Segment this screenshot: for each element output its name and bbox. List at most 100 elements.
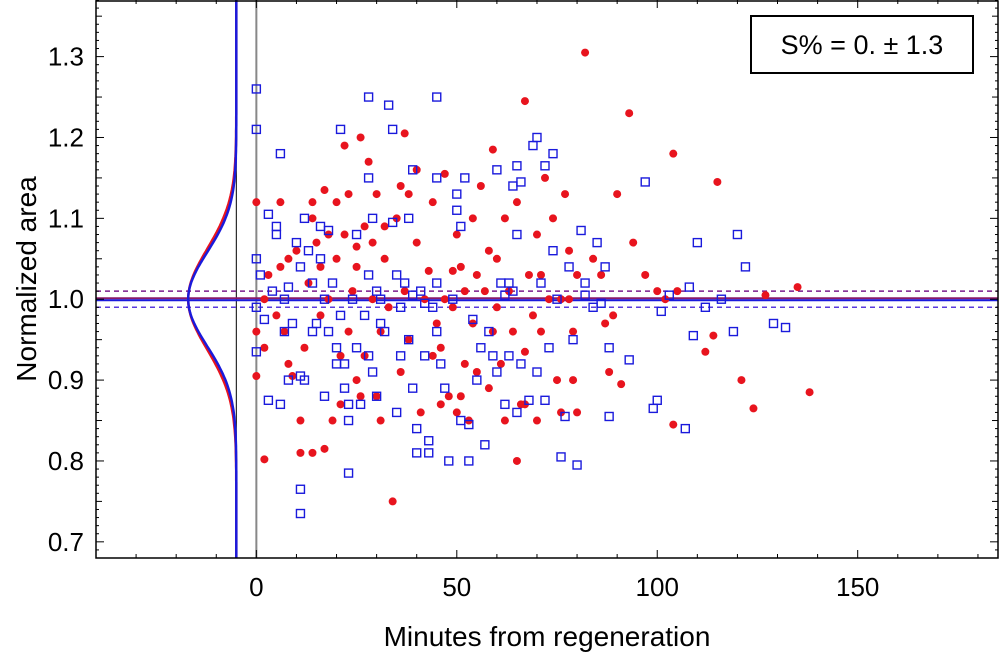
red-circles-point xyxy=(532,416,541,425)
red-circles-point xyxy=(613,190,622,199)
blue-squares-point xyxy=(548,245,558,256)
blue-squares-point xyxy=(512,161,522,171)
stat-box: S% = 0. ± 1.3 xyxy=(750,15,974,74)
blue-squares-point xyxy=(508,181,518,191)
blue-squares-point xyxy=(283,282,294,292)
blue-squares-point xyxy=(700,302,711,313)
red-circles-point xyxy=(336,400,345,409)
red-circles-point xyxy=(605,368,614,376)
red-circles-point xyxy=(312,238,321,247)
red-circles-point xyxy=(432,319,441,328)
blue-squares-point xyxy=(732,229,743,240)
red-circles-point xyxy=(276,198,285,207)
blue-squares-point xyxy=(307,326,318,337)
blue-squares-point xyxy=(339,383,350,393)
blue-squares-point xyxy=(367,367,378,377)
red-circles-point xyxy=(476,182,485,190)
blue-squares-point xyxy=(339,359,350,369)
blue-squares-point xyxy=(375,318,386,329)
red-circles-point xyxy=(492,303,501,312)
red-circles-point xyxy=(653,287,662,296)
red-circles-point xyxy=(436,400,445,409)
blue-squares-point xyxy=(540,395,550,406)
red-circles-point xyxy=(484,246,493,255)
blue-squares-point xyxy=(323,225,334,236)
red-circles-point xyxy=(252,198,261,207)
red-circles-point xyxy=(468,214,477,223)
red-circles-point xyxy=(356,392,365,401)
blue-squares-point xyxy=(480,440,490,450)
red-circles-point xyxy=(440,295,449,304)
blue-squares-point xyxy=(456,221,466,232)
blue-squares-point xyxy=(568,334,578,345)
blue-squares-point xyxy=(424,436,434,446)
blue-squares-point xyxy=(351,229,362,240)
red-circles-point xyxy=(388,497,397,506)
red-circles-point xyxy=(536,270,545,279)
red-circles-point xyxy=(617,380,626,389)
blue-squares-point xyxy=(347,294,358,304)
blue-squares-point xyxy=(572,460,582,470)
red-circles-point xyxy=(444,392,453,401)
red-fit-curve xyxy=(186,0,238,558)
blue-squares-point xyxy=(692,237,703,248)
blue-squares-point xyxy=(516,177,526,187)
red-circles-point xyxy=(380,254,389,263)
blue-squares-point xyxy=(508,286,518,296)
blue-squares-point xyxy=(359,310,370,321)
red-circles-point xyxy=(448,303,457,312)
y-tick-label: 1.0 xyxy=(48,284,84,314)
red-circles-point xyxy=(540,173,549,182)
red-circles-point xyxy=(376,416,385,425)
blue-squares-point xyxy=(460,173,470,183)
blue-squares-point xyxy=(532,132,542,143)
blue-squares-point xyxy=(363,92,374,102)
blue-squares-point xyxy=(315,254,326,264)
blue-squares-point xyxy=(291,237,302,248)
red-circles-point xyxy=(344,190,353,199)
blue-squares-point xyxy=(604,411,614,422)
blue-squares-point xyxy=(580,278,590,288)
data-points xyxy=(251,48,814,519)
blue-squares-point xyxy=(259,314,270,325)
blue-squares-point xyxy=(424,448,434,458)
blue-squares-point xyxy=(251,124,262,135)
red-circles-point xyxy=(320,186,329,195)
blue-squares-point xyxy=(351,343,362,353)
blue-squares-point xyxy=(403,213,414,224)
blue-squares-point xyxy=(420,351,430,361)
blue-squares-point xyxy=(492,367,502,377)
red-circles-point xyxy=(456,392,465,401)
x-axis-title: Minutes from regeneration xyxy=(384,621,711,652)
blue-squares-point xyxy=(560,411,570,422)
blue-squares-point xyxy=(319,294,330,304)
red-circles-point xyxy=(581,48,590,57)
red-circles-point xyxy=(336,351,345,360)
blue-squares-point xyxy=(267,286,278,296)
red-circles-point xyxy=(528,311,537,320)
red-circles-point xyxy=(492,254,501,263)
blue-squares-point xyxy=(275,148,286,159)
red-circles-point xyxy=(448,266,457,275)
red-circles-point xyxy=(308,448,317,457)
blue-squares-point xyxy=(464,419,474,430)
blue-squares-point xyxy=(504,278,514,288)
blue-squares-point xyxy=(391,270,402,280)
reference-lines xyxy=(96,0,998,558)
red-circles-point xyxy=(380,222,389,231)
blue-squares-point xyxy=(395,302,406,313)
blue-squares-point xyxy=(464,456,474,466)
red-circles-point xyxy=(669,149,678,158)
red-circles-point xyxy=(296,448,305,457)
red-circles-point xyxy=(340,230,349,239)
blue-squares-point xyxy=(484,326,494,337)
blue-squares-point xyxy=(327,278,338,288)
red-circles-point xyxy=(424,266,433,275)
blue-squares-point xyxy=(524,395,534,406)
red-circles-point xyxy=(629,238,638,247)
red-circles-point xyxy=(252,372,261,381)
blue-squares-point xyxy=(604,343,614,353)
blue-squares-point xyxy=(556,452,566,462)
